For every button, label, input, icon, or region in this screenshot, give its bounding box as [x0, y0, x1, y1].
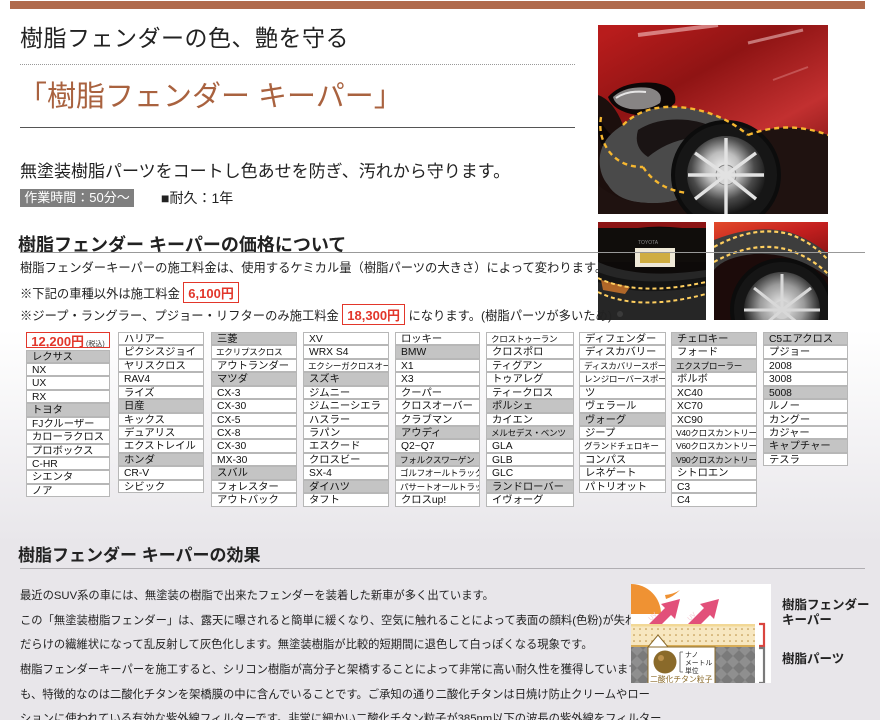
svg-text:TOYOTA: TOYOTA: [638, 240, 659, 246]
svg-text:二酸化チタン粒子: 二酸化チタン粒子: [650, 674, 713, 683]
svg-text:単位: 単位: [685, 666, 699, 675]
svg-text:ナノ: ナノ: [685, 651, 698, 659]
svg-text:メートル: メートル: [685, 660, 712, 667]
